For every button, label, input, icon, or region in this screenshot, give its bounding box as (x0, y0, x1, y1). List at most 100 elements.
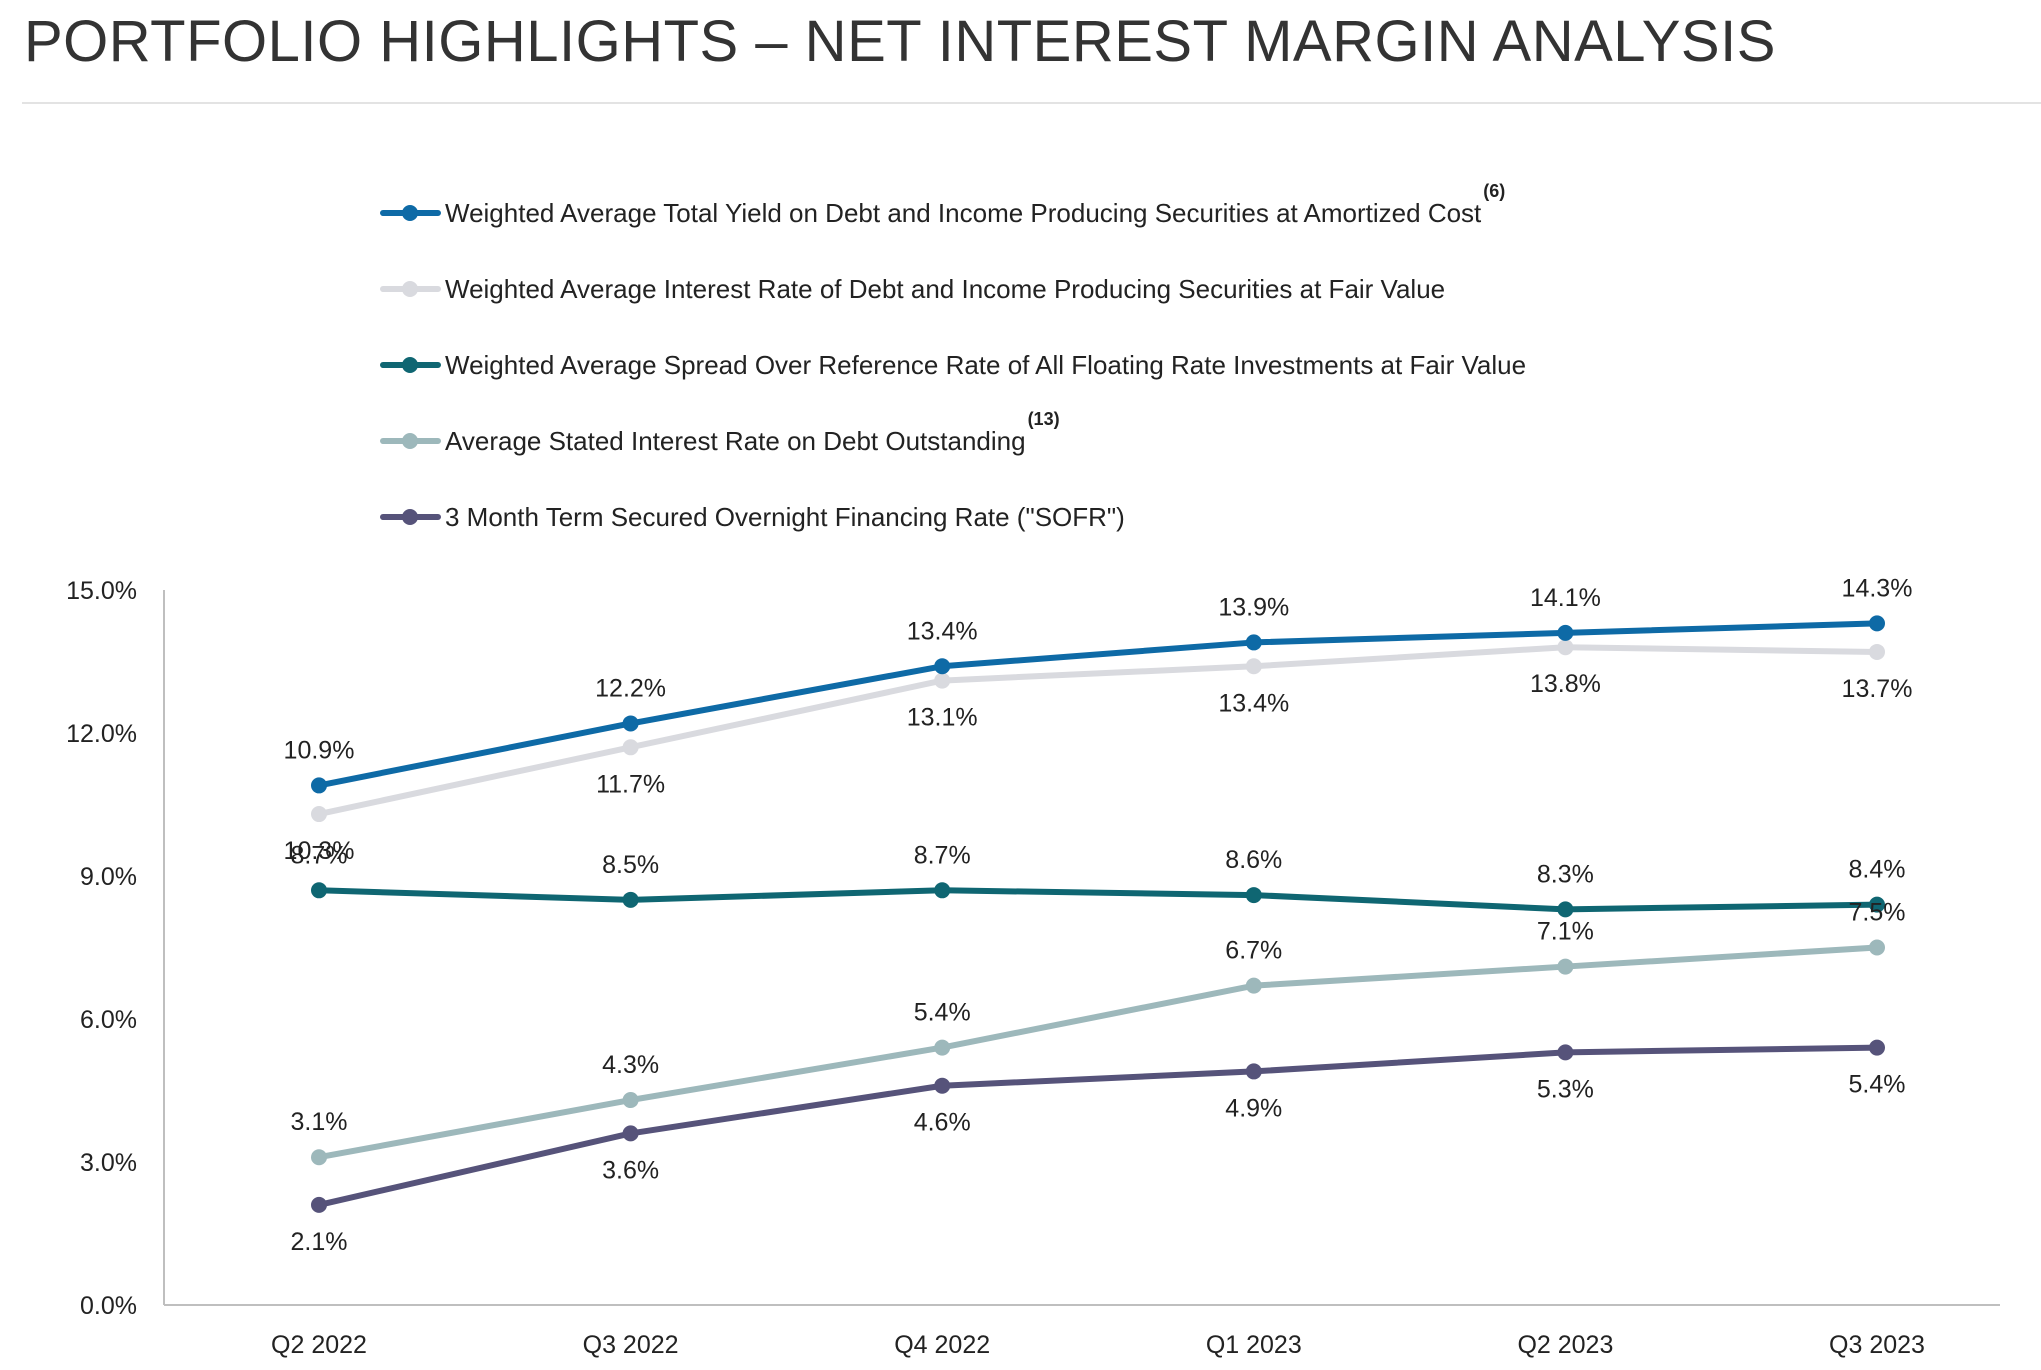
plot-area: 10.9% 12.2% 13.4% 13.9% 14.1% 14.3% 10.3% 11.7%… (284, 574, 1913, 1256)
title-divider (22, 102, 2041, 104)
data-label: 5.3% (1537, 1075, 1594, 1103)
data-label: 7.5% (1849, 899, 1906, 927)
legend-label: 3 Month Term Secured Overnight Financing… (445, 502, 1125, 532)
data-label: 8.6% (1225, 846, 1282, 874)
data-point (1557, 958, 1574, 975)
y-tick-label: 12.0% (66, 720, 137, 748)
data-point (934, 672, 951, 689)
legend-item: 3 Month Term Secured Overnight Financing… (380, 502, 1125, 532)
data-point (934, 1077, 951, 1094)
data-label: 8.5% (602, 851, 659, 879)
data-label: 5.4% (914, 999, 971, 1027)
x-tick-label: Q2 2023 (1517, 1331, 1613, 1359)
data-point (1557, 624, 1574, 641)
data-label: 8.7% (291, 841, 348, 869)
series-line (316, 1044, 1880, 1208)
data-point (934, 1039, 951, 1056)
data-label: 13.9% (1218, 593, 1289, 621)
data-point (1869, 1039, 1885, 1056)
data-point (622, 1092, 639, 1109)
x-tick-label: Q3 2023 (1829, 1331, 1925, 1359)
x-tick-label: Q4 2022 (894, 1331, 990, 1359)
y-tick-label: 6.0% (80, 1006, 137, 1034)
data-label: 4.3% (602, 1051, 659, 1079)
data-label: 13.1% (907, 704, 978, 732)
legend-label: Average Stated Interest Rate on Debt Out… (445, 426, 1026, 456)
data-point (622, 891, 639, 908)
legend-label: Weighted Average Spread Over Reference R… (445, 350, 1526, 380)
data-label: 4.9% (1225, 1094, 1282, 1122)
y-tick-label: 0.0% (80, 1292, 137, 1320)
data-label: 8.3% (1537, 860, 1594, 888)
series (311, 615, 1885, 794)
y-tick-label: 9.0% (80, 863, 137, 891)
series-line (316, 944, 1880, 1161)
data-point (1869, 939, 1885, 956)
legend-swatch-marker (402, 509, 418, 525)
legend-label: Weighted Average Total Yield on Debt and… (445, 198, 1482, 228)
data-point (1557, 1044, 1574, 1061)
series (311, 939, 1885, 1166)
legend-footnote-marker: (13) (1028, 409, 1060, 429)
data-label: 8.7% (914, 841, 971, 869)
data-point (311, 777, 327, 794)
legend: Weighted Average Total Yield on Debt and… (380, 181, 1526, 532)
data-point (1869, 615, 1885, 632)
data-label: 12.2% (595, 674, 666, 702)
data-label: 10.9% (284, 736, 355, 764)
data-label: 4.6% (914, 1109, 971, 1137)
data-label: 14.3% (1842, 574, 1913, 602)
data-label: 13.8% (1530, 670, 1601, 698)
data-point (934, 658, 951, 675)
x-tick-label: Q1 2023 (1206, 1331, 1302, 1359)
data-label: 2.1% (291, 1228, 348, 1256)
legend-label: Weighted Average Interest Rate of Debt a… (445, 274, 1445, 304)
data-point (1869, 896, 1885, 913)
legend-item: Weighted Average Spread Over Reference R… (380, 350, 1526, 380)
legend-swatch-marker (402, 357, 418, 373)
data-point (311, 1149, 327, 1166)
y-axis: 0.0% 3.0% 6.0% 9.0% 12.0% 15.0% (66, 577, 165, 1320)
legend-item: Weighted Average Total Yield on Debt and… (380, 181, 1505, 228)
legend-swatch-marker (402, 205, 418, 221)
data-label: 3.1% (291, 1108, 348, 1136)
data-point (1245, 658, 1262, 675)
data-label: 6.7% (1225, 937, 1282, 965)
data-labels: 10.9% 12.2% 13.4% 13.9% 14.1% 14.3% 10.3% 11.7%… (284, 574, 1913, 1256)
series-line (316, 644, 1880, 818)
data-point (1245, 977, 1262, 994)
legend-item: Average Stated Interest Rate on Debt Out… (380, 409, 1060, 456)
data-label: 5.4% (1849, 1071, 1906, 1099)
series-line (316, 620, 1880, 789)
data-point (622, 1125, 639, 1142)
y-tick-label: 3.0% (80, 1149, 137, 1177)
series-line (316, 887, 1880, 913)
legend-swatch-marker (402, 433, 418, 449)
data-point (622, 739, 639, 756)
data-point (1245, 1063, 1262, 1080)
data-label: 7.1% (1537, 918, 1594, 946)
x-tick-label: Q2 2022 (271, 1331, 367, 1359)
series (311, 1039, 1885, 1213)
data-label: 8.4% (1849, 856, 1906, 884)
data-point (311, 806, 327, 823)
data-point (622, 715, 639, 732)
data-label: 13.4% (1218, 689, 1289, 717)
x-axis: Q2 2022 Q3 2022 Q4 2022 Q1 2023 Q2 2023 Q3 20… (164, 1304, 2000, 1359)
y-tick-label: 15.0% (66, 577, 137, 605)
data-point (1245, 634, 1262, 651)
data-label: 10.3% (284, 837, 355, 865)
data-point (1245, 887, 1262, 904)
data-point (311, 1196, 327, 1213)
legend-item: Weighted Average Interest Rate of Debt a… (380, 274, 1445, 304)
data-label: 14.1% (1530, 584, 1601, 612)
series (311, 882, 1885, 918)
legend-swatch-marker (402, 281, 418, 297)
x-tick-label: Q3 2022 (583, 1331, 679, 1359)
data-label: 13.7% (1842, 675, 1913, 703)
data-label: 13.4% (907, 617, 978, 645)
data-point (1869, 643, 1885, 660)
data-label: 3.6% (602, 1156, 659, 1184)
legend-footnote-marker: (6) (1483, 181, 1505, 201)
